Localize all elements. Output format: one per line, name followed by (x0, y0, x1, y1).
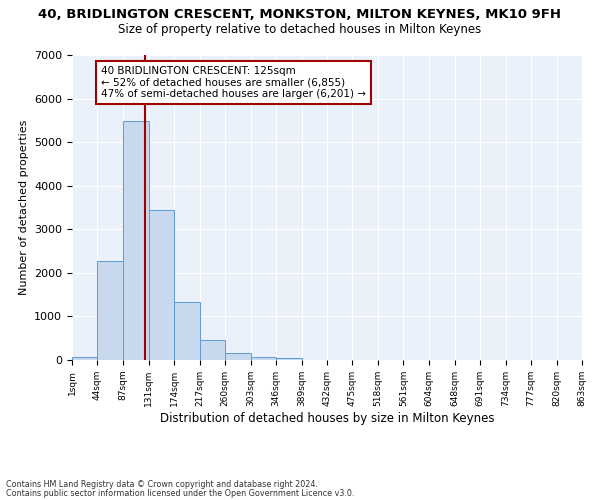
Bar (123, 121, 149, 360)
Text: Size of property relative to detached houses in Milton Keynes: Size of property relative to detached ho… (118, 22, 482, 36)
Text: Contains public sector information licensed under the Open Government Licence v3: Contains public sector information licen… (6, 488, 355, 498)
Text: 40 BRIDLINGTON CRESCENT: 125sqm
← 52% of detached houses are smaller (6,855)
47%: 40 BRIDLINGTON CRESCENT: 125sqm ← 52% of… (101, 66, 366, 99)
Bar (72, 356, 97, 360)
Bar (251, 356, 276, 360)
Bar (97, 260, 123, 360)
Bar (225, 353, 251, 360)
Bar (175, 302, 200, 360)
Bar (149, 210, 175, 360)
X-axis label: Distribution of detached houses by size in Milton Keynes: Distribution of detached houses by size … (160, 412, 494, 424)
Y-axis label: Number of detached properties: Number of detached properties (19, 120, 29, 295)
Bar (276, 358, 302, 360)
Text: 40, BRIDLINGTON CRESCENT, MONKSTON, MILTON KEYNES, MK10 9FH: 40, BRIDLINGTON CRESCENT, MONKSTON, MILT… (38, 8, 562, 20)
Text: Contains HM Land Registry data © Crown copyright and database right 2024.: Contains HM Land Registry data © Crown c… (6, 480, 318, 489)
Bar (200, 340, 225, 360)
